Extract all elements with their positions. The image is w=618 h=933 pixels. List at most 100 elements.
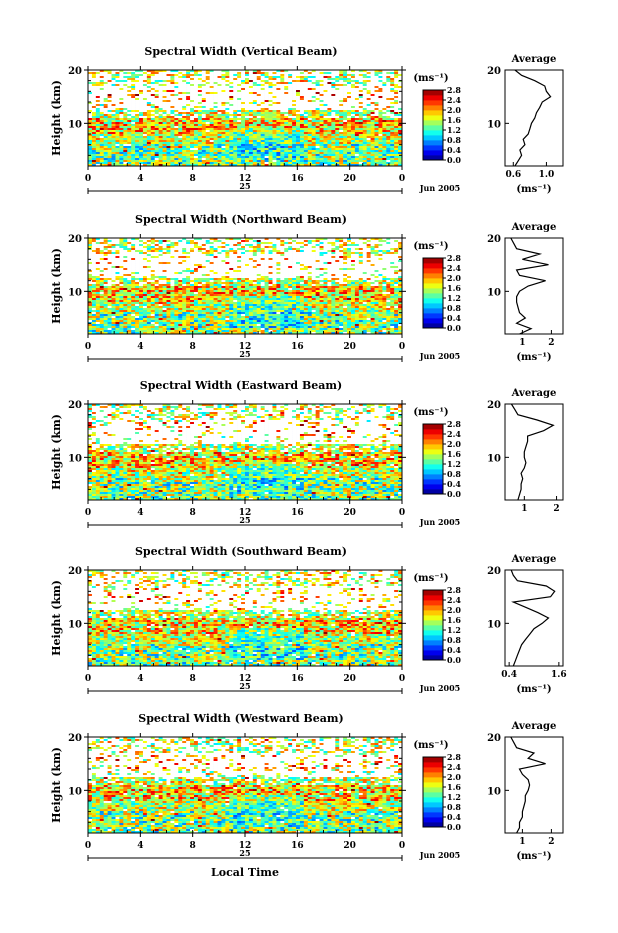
heatmap-gap [375, 82, 379, 84]
heatmap-cell [347, 78, 351, 80]
heatmap-cell [155, 108, 159, 110]
heatmap-gap [155, 100, 159, 102]
heatmap-gap [331, 102, 335, 104]
heatmap-gap [143, 108, 147, 110]
heatmap-gap [112, 100, 116, 102]
heatmap-cell [159, 84, 163, 86]
heatmap-gap [339, 108, 343, 110]
heatmap-gap [253, 76, 257, 78]
heatmap-gap [367, 82, 371, 84]
heatmap-gap [182, 94, 186, 96]
heatmap-gap [229, 110, 233, 112]
heatmap-gap [112, 106, 116, 108]
heatmap-cell [127, 94, 131, 96]
heatmap-gap [241, 98, 245, 100]
heatmap-gap [276, 92, 280, 94]
heatmap-gap [284, 72, 288, 74]
heatmap-gap [92, 90, 96, 92]
heatmap-gap [304, 72, 308, 74]
heatmap-gap [296, 74, 300, 76]
heatmap-cell [186, 104, 190, 106]
heatmap-gap [371, 96, 375, 98]
heatmap-gap [308, 106, 312, 108]
heatmap-gap [375, 100, 379, 102]
heatmap-gap [194, 90, 198, 92]
heatmap-gap [123, 94, 127, 96]
heatmap-cell [269, 82, 273, 84]
heatmap-gap [174, 104, 178, 106]
heatmap-cell [269, 84, 273, 86]
heatmap-gap [257, 108, 261, 110]
heatmap-cell [170, 106, 174, 108]
heatmap-cell [108, 72, 112, 74]
heatmap-gap [367, 84, 371, 86]
heatmap-gap [253, 94, 257, 96]
heatmap-gap [359, 84, 363, 86]
heatmap-cell [347, 96, 351, 98]
heatmap-gap [182, 72, 186, 74]
heatmap-gap [308, 92, 312, 94]
heatmap-gap [233, 96, 237, 98]
heatmap-gap [375, 92, 379, 94]
heatmap-gap [174, 102, 178, 104]
heatmap-gap [123, 106, 127, 108]
heatmap-gap [257, 102, 261, 104]
heatmap-gap [288, 84, 292, 86]
heatmap-gap [359, 104, 363, 106]
heatmap-gap [218, 96, 222, 98]
heatmap-cell [135, 94, 139, 96]
heatmap-gap [100, 94, 104, 96]
heatmap-cell [225, 74, 229, 76]
heatmap-cell [115, 108, 119, 110]
heatmap-gap [272, 108, 276, 110]
heatmap-gap [190, 76, 194, 78]
heatmap-cell [335, 76, 339, 78]
heatmap-cell [225, 80, 229, 82]
heatmap-gap [280, 100, 284, 102]
heatmap-gap [371, 108, 375, 110]
heatmap-cell [351, 76, 355, 78]
heatmap-cell [178, 98, 182, 100]
heatmap-gap [378, 94, 382, 96]
heatmap-cell [394, 100, 398, 102]
heatmap-gap [280, 86, 284, 88]
heatmap-gap [276, 90, 280, 92]
heatmap-cell [119, 108, 123, 110]
heatmap-gap [108, 98, 112, 100]
heatmap-gap [276, 80, 280, 82]
heatmap-cell [123, 108, 127, 110]
heatmap-gap [390, 94, 394, 96]
heatmap-gap [272, 100, 276, 102]
heatmap-gap [174, 84, 178, 86]
heatmap-gap [320, 82, 324, 84]
heatmap-gap [218, 104, 222, 106]
heatmap-gap [288, 90, 292, 92]
heatmap-gap [218, 100, 222, 102]
heatmap-cell [257, 84, 261, 86]
heatmap-gap [272, 94, 276, 96]
heatmap-gap [324, 78, 328, 80]
heatmap-gap [100, 72, 104, 74]
heatmap-gap [355, 94, 359, 96]
heatmap-cell [335, 80, 339, 82]
heatmap-gap [170, 72, 174, 74]
heatmap-gap [355, 74, 359, 76]
heatmap-gap [139, 78, 143, 80]
heatmap-cell [202, 100, 206, 102]
heatmap-cell [394, 74, 398, 76]
heatmap-cell [394, 76, 398, 78]
heatmap-gap [112, 94, 116, 96]
heatmap-cell [331, 82, 335, 84]
heatmap-gap [367, 86, 371, 88]
heatmap-cell [367, 76, 371, 78]
heatmap-gap [351, 102, 355, 104]
heatmap-cell [288, 74, 292, 76]
heatmap-cell [390, 84, 394, 86]
heatmap-gap [186, 86, 190, 88]
heatmap-gap [229, 106, 233, 108]
heatmap-gap [225, 104, 229, 106]
heatmap-gap [190, 72, 194, 74]
heatmap-gap [218, 88, 222, 90]
heatmap-gap [159, 72, 163, 74]
heatmap-gap [127, 84, 131, 86]
